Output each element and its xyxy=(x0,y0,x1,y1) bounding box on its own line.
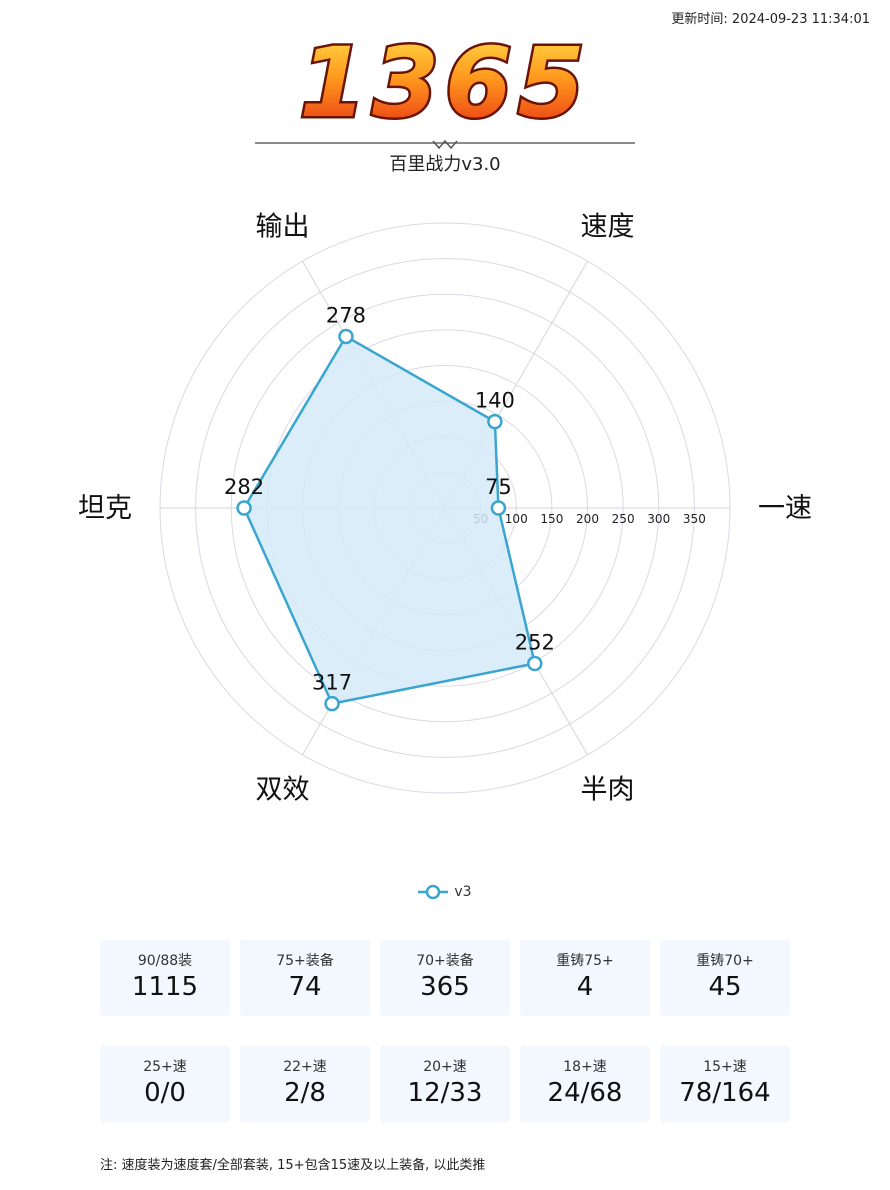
stat-value: 78/164 xyxy=(679,1078,771,1108)
radar-axis-label: 速度 xyxy=(581,212,635,243)
stat-label: 15+速 xyxy=(703,1059,747,1075)
stat-card: 15+速 78/164 xyxy=(660,1046,790,1122)
stat-card: 75+装备 74 xyxy=(240,940,370,1016)
radar-points xyxy=(236,328,543,712)
radar-value-label: 282 xyxy=(224,475,264,499)
legend-label: v3 xyxy=(454,884,472,900)
radar-axis-label: 输出 xyxy=(256,212,310,243)
version-label: 百里战力v3.0 xyxy=(389,154,501,175)
stat-card: 18+速 24/68 xyxy=(520,1046,650,1122)
score-banner: 1365 xyxy=(0,22,890,133)
stat-card: 20+速 12/33 xyxy=(380,1046,510,1122)
radar-point xyxy=(490,500,507,516)
radar-point xyxy=(324,695,340,712)
stat-label: 20+速 xyxy=(423,1059,467,1075)
stat-card: 90/88装 1115 xyxy=(100,940,230,1016)
stat-value: 2/8 xyxy=(284,1078,326,1108)
stat-card: 22+速 2/8 xyxy=(240,1046,370,1122)
stats-row-equipment: 90/88装 1115 75+装备 74 70+装备 365 重铸75+ 4 重铸70+… xyxy=(100,940,790,1016)
radar-tick-label: 250 xyxy=(612,512,635,526)
legend-marker-icon xyxy=(418,884,449,900)
stat-label: 22+速 xyxy=(283,1059,327,1075)
radar-axis-label: 半肉 xyxy=(581,774,635,805)
stat-value: 0/0 xyxy=(144,1078,186,1108)
stat-value: 365 xyxy=(420,972,470,1002)
footnote: 注: 速度装为速度套/全部套装, 15+包含15速及以上装备, 以此类推 xyxy=(100,1158,486,1173)
radar-tick-labels: 50100150200250300350 xyxy=(473,512,706,526)
radar-tick-label: 200 xyxy=(576,512,599,526)
stat-value: 45 xyxy=(708,972,742,1002)
stat-value: 74 xyxy=(288,972,322,1002)
radar-point xyxy=(487,413,503,430)
radar-axis-label: 双效 xyxy=(256,774,310,805)
stat-label: 重铸75+ xyxy=(556,953,614,969)
radar-value-labels: 75 140 278 282 317 252 xyxy=(224,303,555,694)
stat-label: 90/88装 xyxy=(137,953,193,969)
stats-row-speed: 25+速 0/0 22+速 2/8 20+速 12/33 18+速 24/68 15+速… xyxy=(100,1046,790,1122)
stat-label: 18+速 xyxy=(563,1059,607,1075)
radar-value-label: 75 xyxy=(485,475,512,499)
update-time: 更新时间: 2024-09-23 11:34:01 xyxy=(671,12,870,27)
radar-point xyxy=(236,500,252,516)
stat-card: 70+装备 365 xyxy=(380,940,510,1016)
radar-axis-label: 坦克 xyxy=(78,493,132,524)
stat-label: 25+速 xyxy=(143,1059,187,1075)
stat-card: 25+速 0/0 xyxy=(100,1046,230,1122)
radar-value-label: 278 xyxy=(326,303,366,327)
stat-card: 重铸70+ 45 xyxy=(660,940,790,1016)
radar-tick-label: 350 xyxy=(683,512,706,526)
stat-label: 重铸70+ xyxy=(696,953,754,969)
legend[interactable]: v3 xyxy=(0,880,890,904)
stat-label: 70+装备 xyxy=(416,953,474,969)
title-divider xyxy=(255,139,635,150)
radar-value-label: 140 xyxy=(475,389,515,413)
stat-card: 重铸75+ 4 xyxy=(520,940,650,1016)
radar-point xyxy=(527,655,543,672)
radar-tick-label: 150 xyxy=(540,512,563,526)
radar-axis-label: 一速 xyxy=(758,493,812,524)
stat-value: 24/68 xyxy=(547,1078,623,1108)
radar-tick-label: 100 xyxy=(505,512,528,526)
stat-value: 4 xyxy=(576,972,594,1002)
stat-value: 12/33 xyxy=(407,1078,483,1108)
radar-point xyxy=(338,328,354,345)
radar-value-label: 252 xyxy=(515,630,555,654)
radar-tick-label: 300 xyxy=(647,512,670,526)
score-graphic: 1365 xyxy=(297,25,590,133)
stat-value: 1115 xyxy=(131,972,199,1002)
radar-value-label: 317 xyxy=(312,671,352,695)
score-value: 1365 xyxy=(299,27,590,132)
stat-label: 75+装备 xyxy=(276,953,334,969)
